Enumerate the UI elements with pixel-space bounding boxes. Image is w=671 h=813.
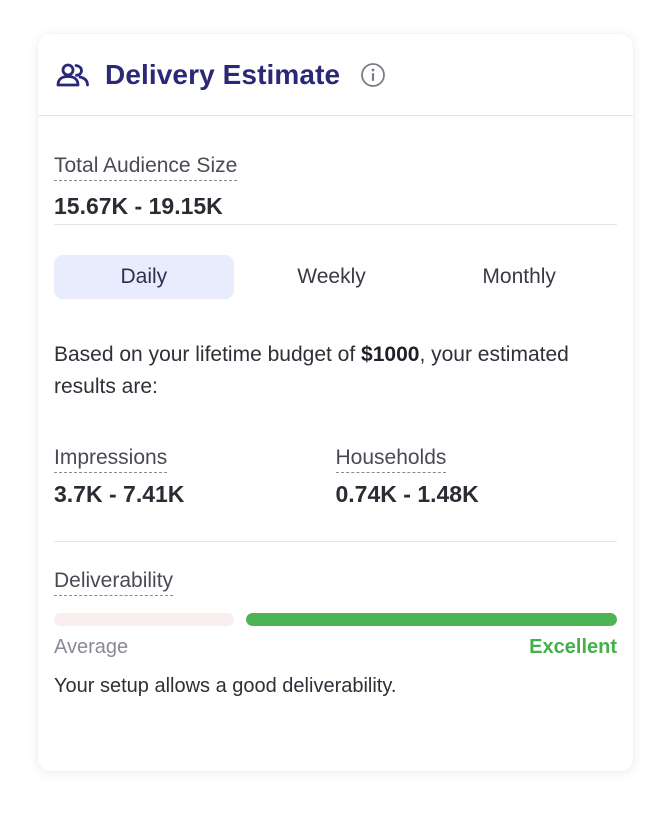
impressions-metric: Impressions 3.7K - 7.41K xyxy=(54,445,336,541)
deliverability-high-bar xyxy=(246,612,617,626)
people-icon xyxy=(56,62,90,88)
deliverability-low-bar xyxy=(54,612,234,626)
budget-description: Based on your lifetime budget of $1000, … xyxy=(54,339,617,403)
card-body: Total Audience Size 15.67K - 19.15K Dail… xyxy=(38,116,633,698)
deliverability-section: Deliverability Average Excellent Your se… xyxy=(54,542,617,698)
impressions-label[interactable]: Impressions xyxy=(54,445,168,473)
households-value: 0.74K - 1.48K xyxy=(335,481,479,507)
audience-section: Total Audience Size 15.67K - 19.15K xyxy=(54,116,617,224)
delivery-estimate-card: Delivery Estimate Total Audience Size 15… xyxy=(38,34,633,771)
metrics-row: Impressions 3.7K - 7.41K Households 0.74… xyxy=(54,445,617,541)
deliverability-high-label: Excellent xyxy=(529,636,617,658)
deliverability-scale: Average Excellent xyxy=(54,636,617,659)
tab-weekly[interactable]: Weekly xyxy=(297,265,366,288)
impressions-value: 3.7K - 7.41K xyxy=(54,481,185,507)
info-icon[interactable] xyxy=(360,62,386,88)
deliverability-low-label: Average xyxy=(54,636,129,658)
budget-amount: $1000 xyxy=(361,343,420,366)
deliverability-message: Your setup allows a good deliverability. xyxy=(54,675,397,697)
tab-daily[interactable]: Daily xyxy=(54,255,234,299)
deliverability-label[interactable]: Deliverability xyxy=(54,568,174,596)
divider xyxy=(54,224,617,225)
deliverability-meter xyxy=(54,612,617,626)
budget-prefix: Based on your lifetime budget of xyxy=(54,343,362,366)
period-tabs: Daily Weekly Monthly xyxy=(54,255,617,299)
tab-monthly[interactable]: Monthly xyxy=(482,265,556,288)
audience-size-label[interactable]: Total Audience Size xyxy=(54,153,238,181)
audience-size-value: 15.67K - 19.15K xyxy=(54,193,223,219)
divider xyxy=(54,541,617,542)
card-header: Delivery Estimate xyxy=(38,34,633,116)
deliverability-fill xyxy=(246,612,617,626)
households-metric: Households 0.74K - 1.48K xyxy=(335,445,618,541)
card-title: Delivery Estimate xyxy=(105,58,341,90)
households-label[interactable]: Households xyxy=(335,445,447,473)
budget-suffix: , your estimated results are: xyxy=(54,343,569,398)
